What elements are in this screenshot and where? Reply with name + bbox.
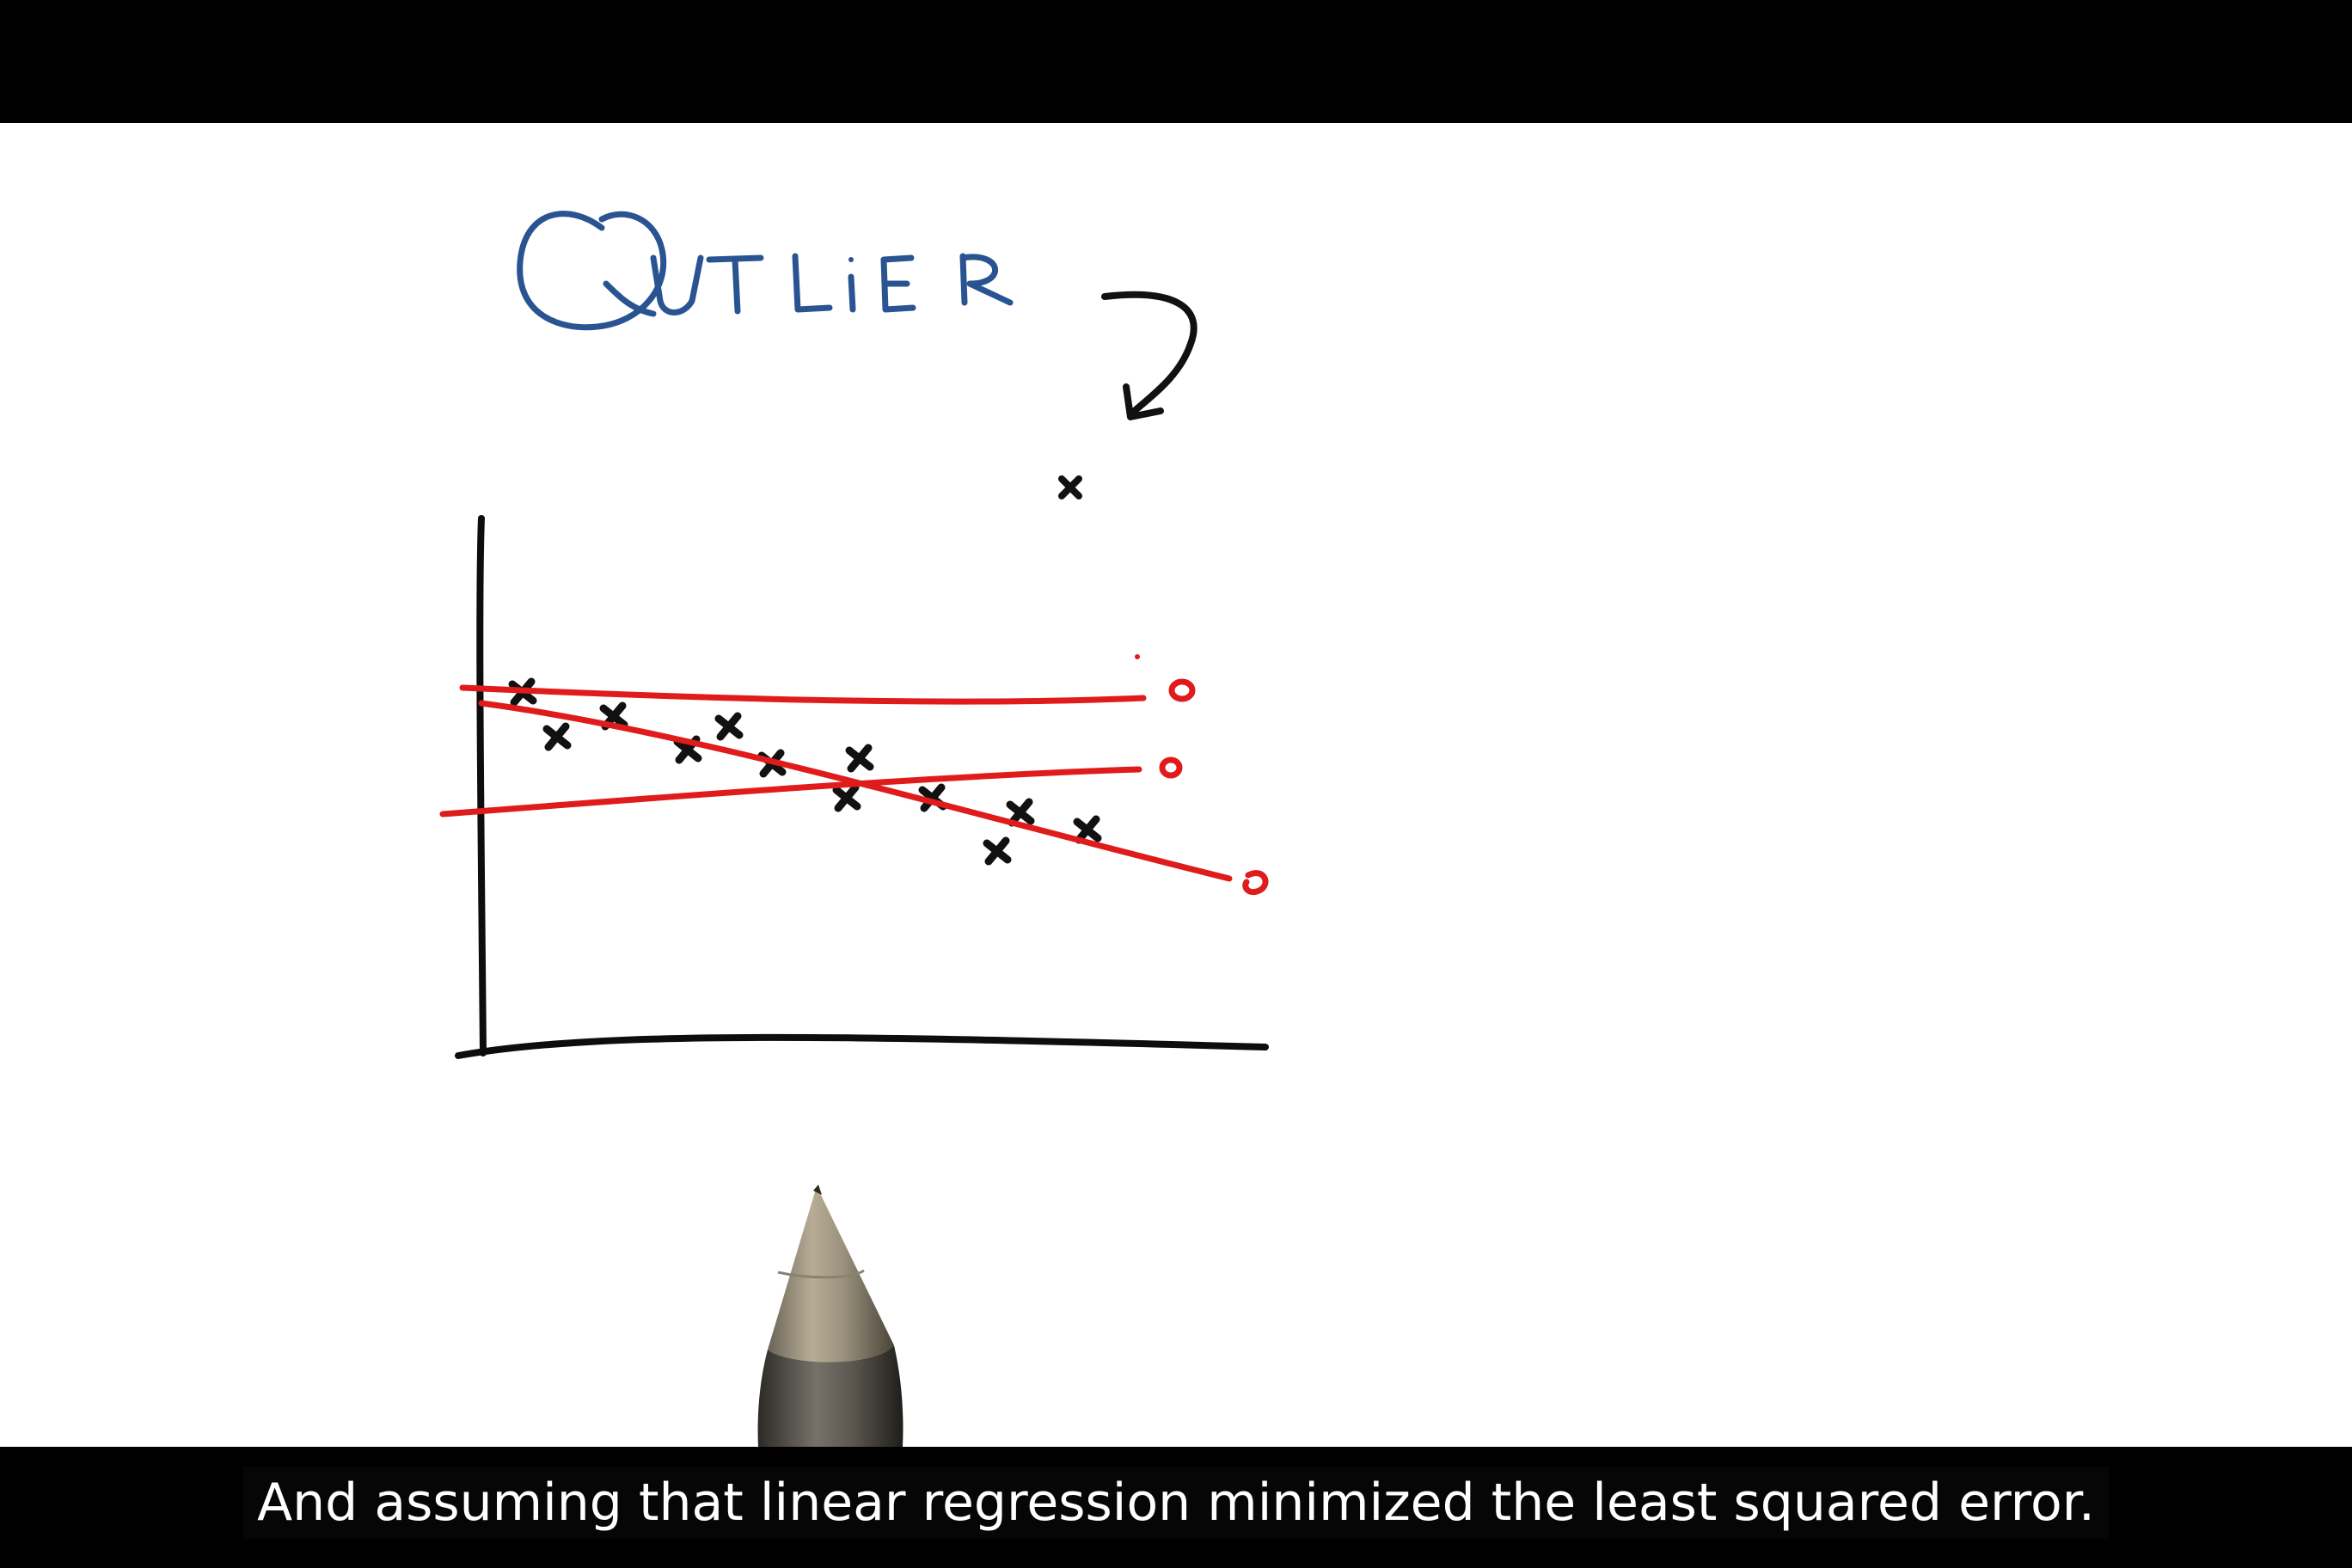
- chart-axes: [455, 515, 1269, 1059]
- data-point: [1006, 798, 1035, 827]
- data-point: [832, 783, 861, 812]
- fit-line-low: [439, 766, 1142, 818]
- fit-line-slope: [478, 700, 1233, 882]
- data-point: [1073, 815, 1102, 844]
- data-point: [983, 836, 1012, 866]
- video-caption: And assuming that linear regression mini…: [0, 1467, 2352, 1539]
- caption-text: And assuming that linear regression mini…: [243, 1467, 2109, 1539]
- data-points: [508, 677, 1102, 866]
- data-point: [542, 722, 572, 751]
- fit-line-high-end-icon: [1168, 678, 1196, 702]
- data-point: [714, 712, 744, 741]
- whiteboard: [0, 123, 2352, 1447]
- pen-icon: [757, 1185, 903, 1447]
- fit-line-high: [459, 684, 1147, 705]
- letterbox-top: [0, 0, 2352, 123]
- fit-line-low-end-icon: [1159, 756, 1183, 779]
- outlier-label-handwriting: [517, 211, 1014, 331]
- outlier-arrow-icon: [1101, 291, 1197, 420]
- x-axis: [455, 1033, 1269, 1059]
- y-axis: [476, 515, 487, 1057]
- outlier-point-icon: [1058, 475, 1082, 499]
- data-point: [845, 744, 874, 773]
- fit-line-slope-end-icon: [1242, 870, 1269, 896]
- fit-lines: [439, 654, 1269, 896]
